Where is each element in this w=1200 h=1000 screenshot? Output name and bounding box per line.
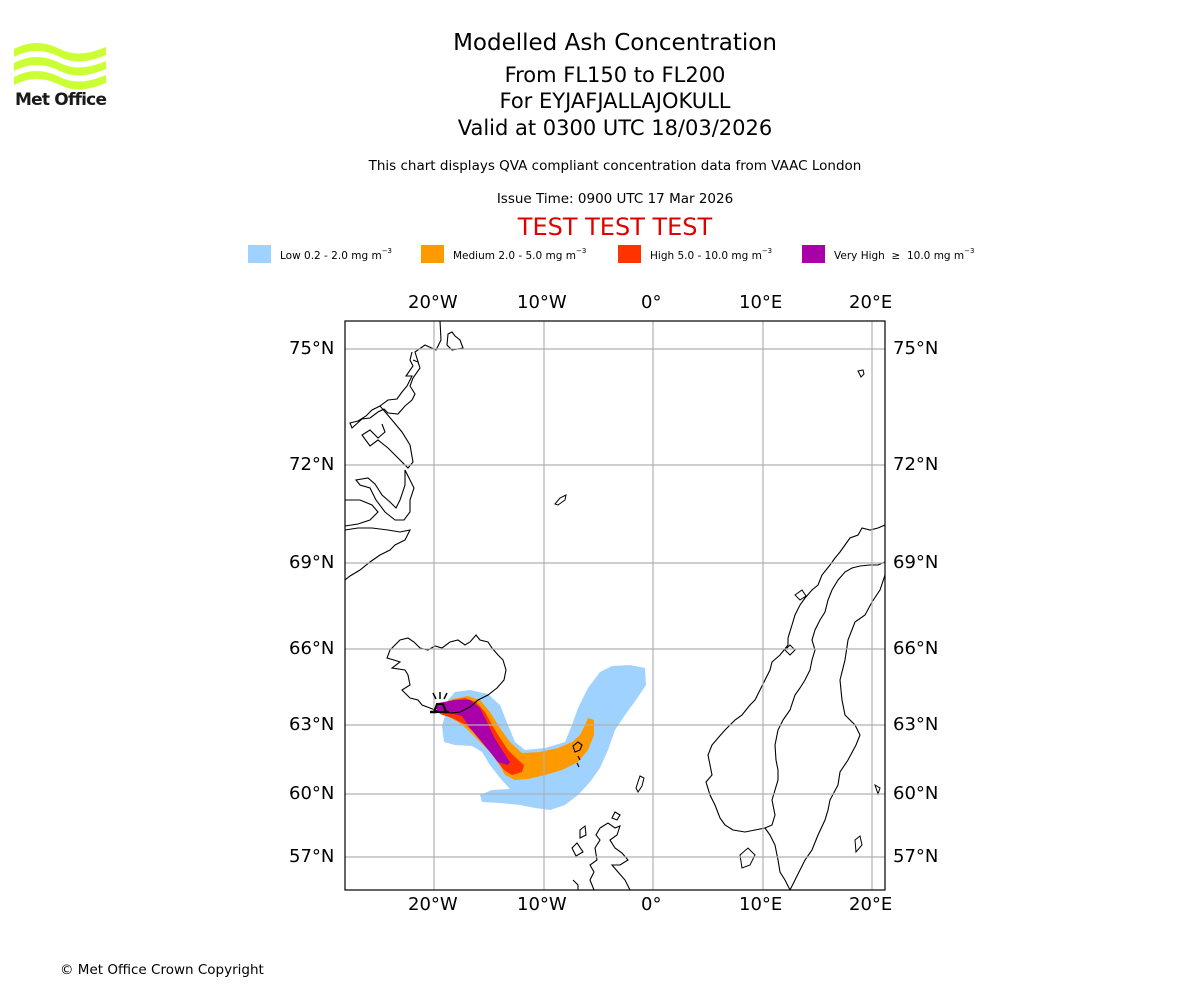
volcano-name: For EYJAFJALLAJOKULL xyxy=(499,89,731,113)
legend: Low 0.2 - 2.0 mg m−3 Medium 2.0 - 5.0 mg… xyxy=(248,244,974,264)
valid-time: Valid at 0300 UTC 18/03/2026 xyxy=(457,116,773,140)
copyright-notice: © Met Office Crown Copyright xyxy=(60,962,264,978)
issue-time: Issue Time: 0900 UTC 17 Mar 2026 xyxy=(496,191,734,207)
faroe-islands xyxy=(572,741,583,768)
legend-label-low: Low 0.2 - 2.0 mg m−3 xyxy=(280,246,393,262)
lon-tick-top-20e: 20°E xyxy=(849,292,893,313)
shetland-islands xyxy=(635,775,645,793)
lat-tick-left-60n: 60°N xyxy=(289,783,335,804)
lat-tick-right-57n: 57°N xyxy=(893,846,939,867)
lat-tick-left-72n: 72°N xyxy=(289,454,335,475)
lat-tick-left-66n: 66°N xyxy=(289,638,335,659)
ash-area-low xyxy=(442,665,646,810)
legend-swatch-medium xyxy=(421,245,444,263)
met-office-logo-text: Met Office xyxy=(15,90,107,110)
lon-tick-bottom-0: 0° xyxy=(641,894,662,915)
legend-label-high: High 5.0 - 10.0 mg m−3 xyxy=(650,246,773,262)
lat-tick-right-69n: 69°N xyxy=(893,552,939,573)
lon-tick-bottom-10e: 10°E xyxy=(739,894,783,915)
legend-swatch-low xyxy=(248,245,271,263)
legend-item-medium: Medium 2.0 - 5.0 mg m−3 xyxy=(421,245,618,263)
legend-item-high: High 5.0 - 10.0 mg m−3 xyxy=(618,245,802,263)
volcano-icon xyxy=(430,692,449,714)
greenland-island xyxy=(446,331,464,351)
lat-tick-right-75n: 75°N xyxy=(893,338,939,359)
lat-tick-left-57n: 57°N xyxy=(289,846,335,867)
legend-item-low: Low 0.2 - 2.0 mg m−3 xyxy=(248,245,421,263)
lat-tick-right-63n: 63°N xyxy=(893,714,939,735)
legend-label-medium: Medium 2.0 - 5.0 mg m−3 xyxy=(453,246,587,262)
iceland-coastline xyxy=(386,634,507,714)
lat-tick-left-75n: 75°N xyxy=(289,338,335,359)
graticule xyxy=(345,321,885,890)
met-office-logo xyxy=(14,43,106,90)
scotland-coastline xyxy=(571,811,631,890)
scandinavia-coastline xyxy=(705,524,885,890)
flight-level-range: From FL150 to FL200 xyxy=(504,63,726,87)
lat-tick-right-60n: 60°N xyxy=(893,783,939,804)
lat-tick-right-72n: 72°N xyxy=(893,454,939,475)
lon-tick-bottom-20w: 20°W xyxy=(408,894,458,915)
chart-title: Modelled Ash Concentration xyxy=(453,30,777,56)
bear-island xyxy=(857,369,865,378)
lat-tick-left-63n: 63°N xyxy=(289,714,335,735)
greenland-coastline xyxy=(345,321,442,581)
lon-tick-top-10e: 10°E xyxy=(739,292,783,313)
jan-mayen-island xyxy=(554,494,567,506)
legend-swatch-high xyxy=(618,245,641,263)
lon-tick-top-10w: 10°W xyxy=(517,292,567,313)
lon-tick-top-0: 0° xyxy=(641,292,662,313)
lat-tick-right-66n: 66°N xyxy=(893,638,939,659)
legend-swatch-very-high xyxy=(802,245,825,263)
lat-tick-left-69n: 69°N xyxy=(289,552,335,573)
test-banner: TEST TEST TEST xyxy=(517,213,713,241)
lon-tick-bottom-20e: 20°E xyxy=(849,894,893,915)
lon-tick-top-20w: 20°W xyxy=(408,292,458,313)
map-frame xyxy=(344,320,886,891)
legend-label-very-high: Very High ≥ 10.0 mg m−3 xyxy=(834,246,975,262)
legend-item-very-high: Very High ≥ 10.0 mg m−3 xyxy=(802,245,974,263)
ash-area-very-high xyxy=(436,700,510,765)
lon-tick-bottom-10w: 10°W xyxy=(517,894,567,915)
chart-description: This chart displays QVA compliant concen… xyxy=(368,158,862,174)
scandinavia-islands xyxy=(739,589,881,869)
